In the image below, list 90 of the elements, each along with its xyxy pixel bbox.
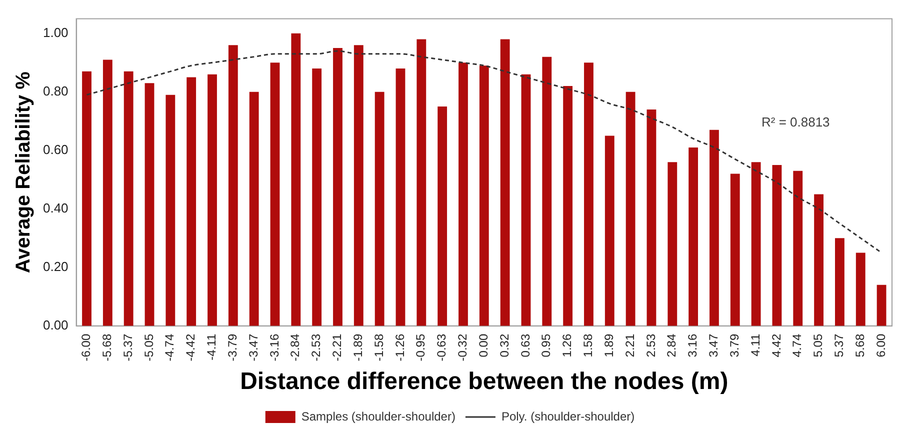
x-tick-label: 5.05 — [811, 334, 826, 358]
bar — [835, 238, 844, 326]
bar — [856, 252, 866, 326]
x-tick-label: -3.79 — [225, 334, 240, 362]
bar — [458, 62, 468, 326]
bar — [688, 147, 698, 326]
x-tick-label: 4.11 — [748, 334, 762, 356]
bar — [312, 68, 322, 326]
bar — [710, 130, 719, 326]
x-tick-label: -0.95 — [414, 334, 428, 362]
x-tick-label: -5.68 — [100, 334, 114, 362]
bar — [479, 66, 489, 326]
bar — [396, 68, 406, 326]
bar — [144, 83, 154, 326]
x-tick-label: 0.63 — [518, 334, 532, 358]
bar — [102, 60, 112, 326]
x-tick-label: 3.79 — [727, 334, 742, 358]
bar — [354, 45, 364, 326]
bar — [166, 94, 176, 326]
x-tick-label: 2.53 — [644, 334, 658, 358]
bar — [228, 45, 238, 326]
x-tick-label: -5.05 — [142, 334, 156, 362]
x-tick-label: 3.16 — [686, 334, 700, 358]
x-tick-label: 5.68 — [852, 334, 867, 358]
x-tick-label: -2.84 — [288, 334, 302, 362]
bar — [438, 106, 448, 326]
annotation: R² = 0.8813 — [761, 114, 830, 130]
bar — [646, 109, 656, 326]
bar — [416, 39, 426, 326]
y-tick-label: 0.40 — [42, 200, 68, 216]
x-tick-label: -3.47 — [246, 334, 260, 362]
x-tick-label: -2.53 — [309, 334, 324, 362]
y-tick-label: 0.80 — [42, 83, 68, 98]
x-tick-label: -1.58 — [372, 334, 386, 362]
x-tick-label: -4.11 — [204, 334, 219, 360]
legend-label: Samples (shoulder-shoulder) — [301, 409, 456, 424]
x-tick-label: -6.00 — [79, 334, 94, 362]
x-tick-label: 4.42 — [769, 334, 784, 358]
bar — [374, 92, 384, 326]
bar — [730, 174, 740, 326]
bar — [186, 77, 196, 326]
x-tick-label: 0.95 — [539, 334, 554, 358]
y-tick-label: 0.60 — [42, 142, 68, 157]
x-tick-label: 0.32 — [497, 334, 512, 358]
x-tick-label: 1.58 — [581, 334, 596, 358]
bar — [584, 62, 594, 326]
bar — [751, 162, 761, 326]
bar — [814, 194, 824, 326]
bar — [542, 56, 552, 326]
x-tick-label: -0.63 — [434, 334, 449, 362]
bar — [772, 165, 782, 326]
bar — [604, 136, 614, 326]
x-tick-label: 6.00 — [874, 334, 888, 358]
x-tick-label: 2.84 — [664, 334, 679, 358]
y-tick-label: 0.00 — [42, 317, 68, 332]
y-tick-label: 1.00 — [42, 25, 68, 40]
legend-label: Poly. (shoulder-shoulder) — [501, 409, 635, 424]
y-axis-title: Average Reliability % — [12, 71, 35, 274]
x-tick-label: 2.21 — [622, 334, 637, 358]
x-tick-label: -4.74 — [162, 334, 177, 362]
bar — [563, 86, 573, 326]
x-tick-label: -0.32 — [456, 334, 470, 362]
x-tick-label: -5.37 — [120, 334, 135, 362]
x-tick-label: 0.00 — [476, 334, 490, 358]
x-tick-label: -1.89 — [350, 334, 365, 362]
bar — [876, 284, 886, 326]
bar — [521, 74, 531, 326]
y-tick-label: 0.20 — [42, 258, 68, 274]
x-tick-label: 5.37 — [832, 334, 846, 358]
bar — [793, 170, 803, 326]
bar — [626, 92, 636, 326]
x-axis-title: Distance difference between the nodes (m) — [240, 368, 728, 396]
x-tick-label: -3.16 — [267, 334, 282, 362]
x-tick-label: 1.89 — [602, 334, 616, 358]
x-tick-label: 1.26 — [560, 334, 574, 358]
x-tick-label: -4.42 — [184, 334, 198, 362]
bar — [82, 71, 92, 326]
bar — [249, 92, 259, 326]
x-tick-label: -1.26 — [392, 334, 407, 362]
bar — [270, 62, 280, 326]
x-tick-label: 4.74 — [790, 334, 804, 358]
x-tick-label: 3.47 — [706, 334, 721, 358]
bar — [208, 74, 217, 326]
line-series — [86, 50, 882, 254]
bar — [500, 39, 510, 326]
bar — [124, 71, 134, 326]
bar — [291, 33, 301, 326]
x-tick-label: -2.21 — [330, 334, 344, 362]
bar — [668, 162, 678, 326]
bar — [333, 48, 342, 326]
